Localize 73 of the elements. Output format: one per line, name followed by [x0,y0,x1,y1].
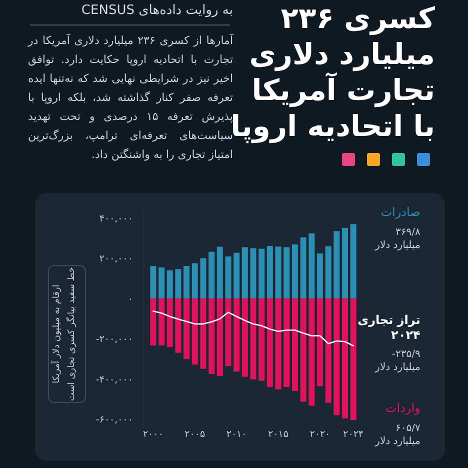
bar [184,298,190,360]
bar [342,298,348,418]
bar [300,237,306,298]
y-tick-label: ۰ [128,294,133,305]
text: واردات [384,401,420,416]
bar [250,248,256,298]
bar [316,298,323,386]
y-tick-label: -۶۰۰,۰۰۰ [96,414,133,426]
bar [292,298,298,392]
bar [308,298,315,406]
bar [234,298,240,372]
bar [325,246,332,298]
text: ۳۶۹/۸ میلیارد دلار [374,227,421,252]
bar [316,253,323,298]
bar [200,298,206,369]
x-tick-label: ۲۰۰۰ [142,429,164,440]
text: صادرات [380,205,420,220]
bar [158,298,165,346]
bar [350,224,356,298]
y-tick-label: -۲۰۰,۰۰۰ [96,334,133,346]
bar [242,298,248,377]
bar [334,298,340,416]
bar [234,252,240,298]
bar [166,298,173,348]
bar [334,231,340,298]
bar [175,298,182,353]
y-tick-label: -۴۰۰,۰۰۰ [96,374,133,386]
bar [192,263,198,298]
bar [192,298,198,365]
line-series [152,310,354,346]
text: خط سفید بیانگر کسری تجاری است [65,266,78,402]
x-tick-label: ۲۰۰۵ [184,429,206,440]
bar [208,252,215,298]
bar [300,298,306,402]
bar [225,256,232,298]
bar [308,233,315,298]
text: ۶۰۵/۷ میلیارد دلار [374,423,421,448]
x-tick-label: ۲۰۱۵ [268,429,288,440]
bar [175,269,182,298]
bar [216,298,223,376]
bar [150,266,156,298]
x-tick-label: ۲۰۱۰ [226,429,247,440]
y-tick-label: ۴۰۰,۰۰۰ [99,214,133,225]
x-tick-label: ۲۰۲۰ [310,429,330,440]
bar [266,246,273,298]
y-axis-title: ارقام به میلیون دلار آمریکا [50,284,63,386]
bar [342,228,348,298]
bar [258,248,265,298]
series-label: تراز تجاری ۲۰۲۴ [356,312,420,343]
bar [225,298,232,366]
bar [284,298,290,388]
bar [250,298,256,380]
x-tick-label: ۲۰۲۴ [343,429,364,440]
text: -۲۳۵/۹ میلیارد دلار [374,348,420,373]
bar [284,247,290,298]
bar [266,298,273,388]
bar [242,247,248,298]
bar [350,298,356,420]
bar [258,298,265,381]
bar [184,266,190,298]
bar [216,246,223,298]
y-tick-label: ۲۰۰,۰۰۰ [99,254,133,265]
bar [275,246,282,298]
bar [158,267,165,298]
chart-subtitle: به روایت داده‌های CENSUS [80,3,233,18]
bar [166,270,173,298]
bar [275,298,282,390]
bar [200,258,206,298]
bar [150,298,156,346]
bar [208,298,215,374]
bar [292,244,298,298]
bar [325,298,332,403]
text: آمارها از کسری ۲۳۶ میلیارد دلاری آمریکا در تجارت با اتحادیه اروپا حکایت دارد. توافق اخیر نیز در شرایطی نهایی شد که نه‌تنها ایده تعرفه صفر کنار گذاشته شد، بلکه اروپا با پذیرش تعرفه ۱۵ درصدی و تحت تهدید سیاست‌های تعرفه‌ای ترامپ، بزرگ‌ترین امتیاز تجاری را به واشنگتن داد. [28,32,233,163]
